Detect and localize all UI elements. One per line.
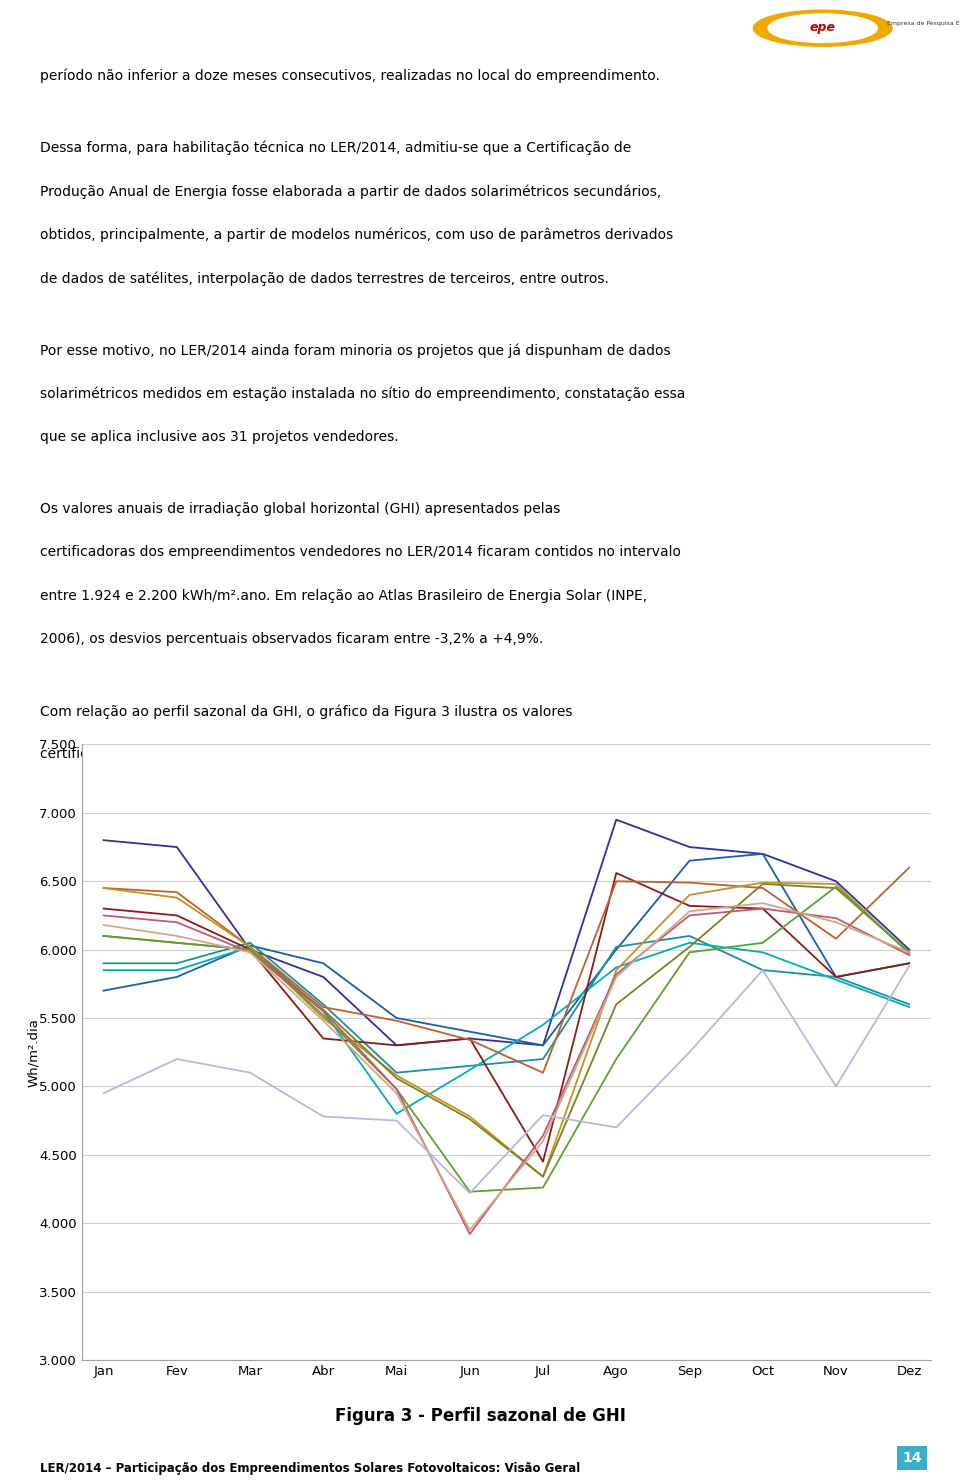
Text: 2006), os desvios percentuais observados ficaram entre -3,2% a +4,9%.: 2006), os desvios percentuais observados… bbox=[40, 632, 543, 647]
Text: certificadoras dos empreendimentos vendedores no LER/2014 ficaram contidos no in: certificadoras dos empreendimentos vende… bbox=[40, 546, 682, 559]
Text: obtidos, principalmente, a partir de modelos numéricos, com uso de parâmetros de: obtidos, principalmente, a partir de mod… bbox=[40, 228, 674, 242]
Text: epe: epe bbox=[809, 21, 836, 34]
Text: entre 1.924 e 2.200 kWh/m².ano. Em relação ao Atlas Brasileiro de Energia Solar : entre 1.924 e 2.200 kWh/m².ano. Em relaç… bbox=[40, 589, 647, 602]
Y-axis label: Wh/m².dia: Wh/m².dia bbox=[27, 1017, 39, 1087]
Circle shape bbox=[754, 10, 892, 46]
Text: Os valores anuais de irradiação global horizontal (GHI) apresentados pelas: Os valores anuais de irradiação global h… bbox=[40, 501, 561, 516]
Text: que se aplica inclusive aos 31 projetos vendedores.: que se aplica inclusive aos 31 projetos … bbox=[40, 430, 399, 443]
Text: Dessa forma, para habilitação técnica no LER/2014, admitiu-se que a Certificação: Dessa forma, para habilitação técnica no… bbox=[40, 141, 632, 156]
Text: Por esse motivo, no LER/2014 ainda foram minoria os projetos que já dispunham de: Por esse motivo, no LER/2014 ainda foram… bbox=[40, 343, 671, 357]
Text: LER/2014 – Participação dos Empreendimentos Solares Fotovoltaicos: Visão Geral: LER/2014 – Participação dos Empreendimen… bbox=[40, 1462, 581, 1474]
Text: Figura 3 - Perfil sazonal de GHI: Figura 3 - Perfil sazonal de GHI bbox=[335, 1407, 625, 1425]
Text: Empresa de Pesquisa Energética: Empresa de Pesquisa Energética bbox=[886, 21, 960, 27]
Text: Com relação ao perfil sazonal da GHI, o gráfico da Figura 3 ilustra os valores: Com relação ao perfil sazonal da GHI, o … bbox=[40, 704, 573, 719]
Text: Produção Anual de Energia fosse elaborada a partir de dados solarimétricos secun: Produção Anual de Energia fosse elaborad… bbox=[40, 184, 661, 199]
Text: solarimétricos medidos em estação instalada no sítio do empreendimento, constata: solarimétricos medidos em estação instal… bbox=[40, 387, 685, 400]
Circle shape bbox=[768, 13, 877, 43]
Text: certificados referentes aos empreendimentos vendedores.: certificados referentes aos empreendimen… bbox=[40, 747, 446, 761]
Text: de dados de satélites, interpolação de dados terrestres de terceiros, entre outr: de dados de satélites, interpolação de d… bbox=[40, 271, 610, 286]
Text: Ministério de Minas e Energia: Ministério de Minas e Energia bbox=[9, 18, 205, 30]
Text: período não inferior a doze meses consecutivos, realizadas no local do empreendi: período não inferior a doze meses consec… bbox=[40, 68, 660, 83]
Text: 14: 14 bbox=[902, 1450, 922, 1465]
